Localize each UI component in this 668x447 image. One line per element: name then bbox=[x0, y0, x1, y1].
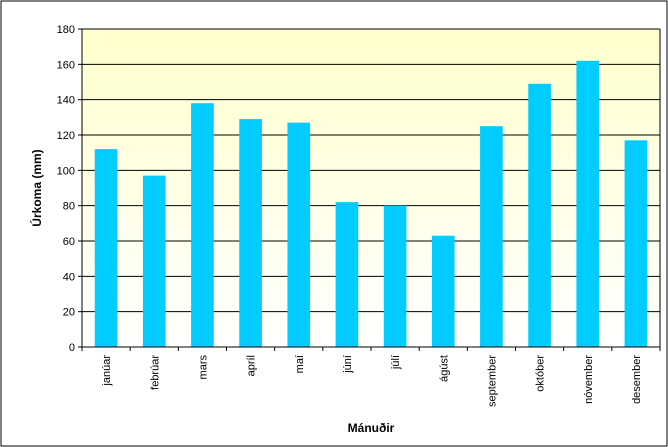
plot-area bbox=[82, 29, 660, 347]
bar bbox=[335, 202, 359, 347]
bar bbox=[480, 126, 503, 348]
bar bbox=[383, 205, 407, 347]
x-tick-label: desember bbox=[631, 355, 643, 404]
x-axis-title: Mánuðir bbox=[348, 421, 395, 435]
bar bbox=[191, 103, 214, 347]
y-tick-label: 60 bbox=[63, 236, 75, 248]
x-tick-label: maí bbox=[294, 355, 306, 373]
y-tick-label: 100 bbox=[57, 165, 75, 177]
gridlines bbox=[82, 28, 660, 313]
x-tick-label: júlí bbox=[390, 355, 402, 370]
x-tick-label: júní bbox=[342, 355, 354, 374]
bar bbox=[528, 83, 551, 348]
y-tick-label: 180 bbox=[57, 24, 75, 36]
bar bbox=[576, 60, 600, 348]
x-tick-label: október bbox=[535, 355, 547, 392]
y-tick-label: 120 bbox=[57, 130, 75, 142]
x-tick-label: september bbox=[486, 355, 498, 407]
x-tick-label: febrúar bbox=[149, 355, 161, 390]
x-tick-label: nóvember bbox=[583, 355, 595, 404]
bar bbox=[624, 140, 648, 347]
y-tick-label: 160 bbox=[57, 59, 75, 71]
bar bbox=[431, 235, 455, 347]
x-tick-labels: janúar febrúar mars apríl maí júní júlí ágúst se… bbox=[101, 355, 643, 407]
bars bbox=[94, 60, 648, 348]
x-tick-label: ágúst bbox=[438, 355, 450, 382]
bar bbox=[94, 149, 118, 347]
y-tick-label: 140 bbox=[57, 95, 75, 107]
x-tick-label: janúar bbox=[101, 355, 113, 387]
y-tick-label: 40 bbox=[63, 271, 75, 283]
y-tick-labels: 0 20 40 60 80 100 120 140 160 180 bbox=[57, 24, 75, 354]
y-tick-label: 80 bbox=[63, 201, 75, 213]
y-tick-label: 0 bbox=[69, 342, 75, 354]
axes bbox=[78, 28, 661, 351]
x-tick-label: mars bbox=[197, 355, 209, 380]
x-tick-label: apríl bbox=[246, 355, 258, 376]
y-tick-label: 20 bbox=[63, 307, 75, 319]
bar bbox=[287, 122, 311, 347]
y-axis-title: Úrkoma (mm) bbox=[29, 149, 44, 226]
bar bbox=[142, 175, 166, 347]
bar bbox=[239, 119, 262, 347]
